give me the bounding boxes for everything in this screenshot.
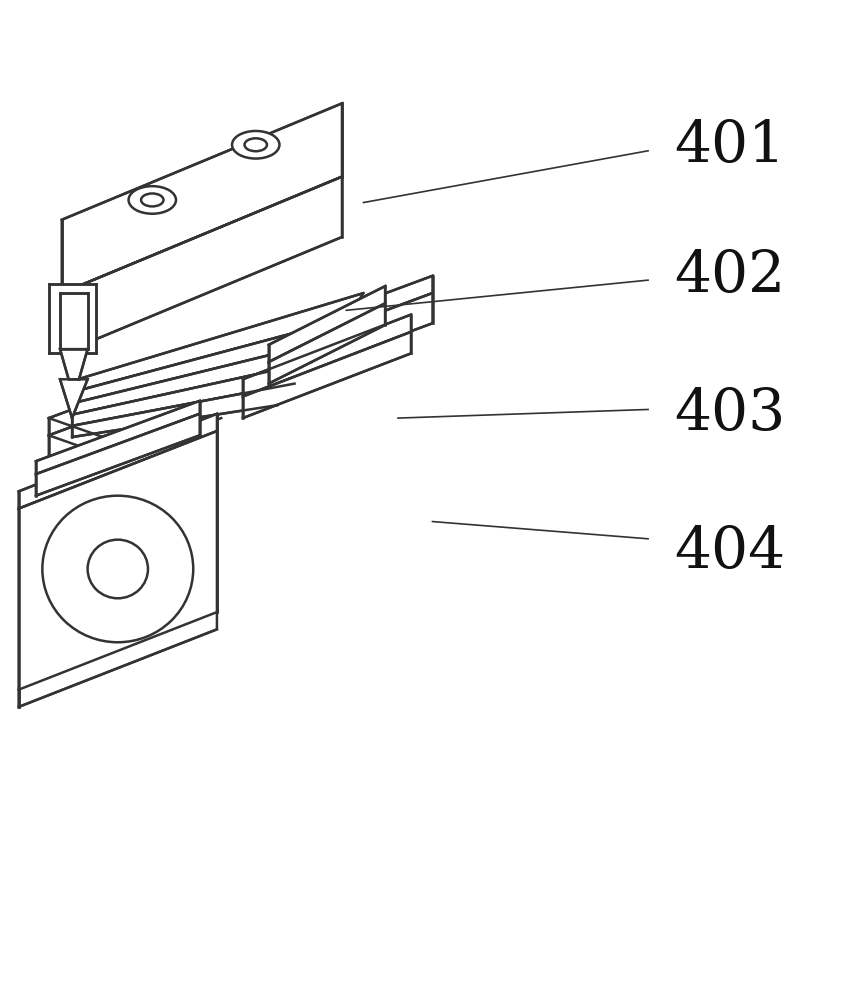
Polygon shape bbox=[269, 286, 385, 362]
Text: 404: 404 bbox=[674, 524, 785, 580]
Polygon shape bbox=[60, 379, 87, 418]
Polygon shape bbox=[48, 276, 432, 435]
Polygon shape bbox=[243, 332, 411, 418]
Polygon shape bbox=[19, 431, 217, 707]
Polygon shape bbox=[72, 319, 346, 403]
Ellipse shape bbox=[245, 138, 267, 151]
Polygon shape bbox=[61, 103, 342, 293]
Ellipse shape bbox=[129, 186, 176, 214]
Polygon shape bbox=[72, 384, 295, 437]
Ellipse shape bbox=[141, 193, 163, 206]
Polygon shape bbox=[35, 401, 200, 474]
Polygon shape bbox=[48, 293, 432, 466]
Ellipse shape bbox=[42, 496, 193, 642]
Text: 401: 401 bbox=[674, 118, 785, 174]
Polygon shape bbox=[60, 349, 87, 379]
Polygon shape bbox=[48, 284, 96, 353]
Polygon shape bbox=[72, 362, 311, 426]
Text: 403: 403 bbox=[674, 386, 785, 442]
Polygon shape bbox=[72, 293, 363, 392]
Ellipse shape bbox=[232, 131, 279, 159]
Polygon shape bbox=[269, 303, 385, 384]
Polygon shape bbox=[61, 177, 342, 353]
Polygon shape bbox=[35, 414, 200, 496]
Polygon shape bbox=[243, 315, 411, 397]
Polygon shape bbox=[60, 293, 87, 349]
Ellipse shape bbox=[87, 540, 148, 598]
Polygon shape bbox=[19, 414, 217, 509]
Polygon shape bbox=[72, 340, 329, 415]
Text: 402: 402 bbox=[674, 248, 785, 304]
